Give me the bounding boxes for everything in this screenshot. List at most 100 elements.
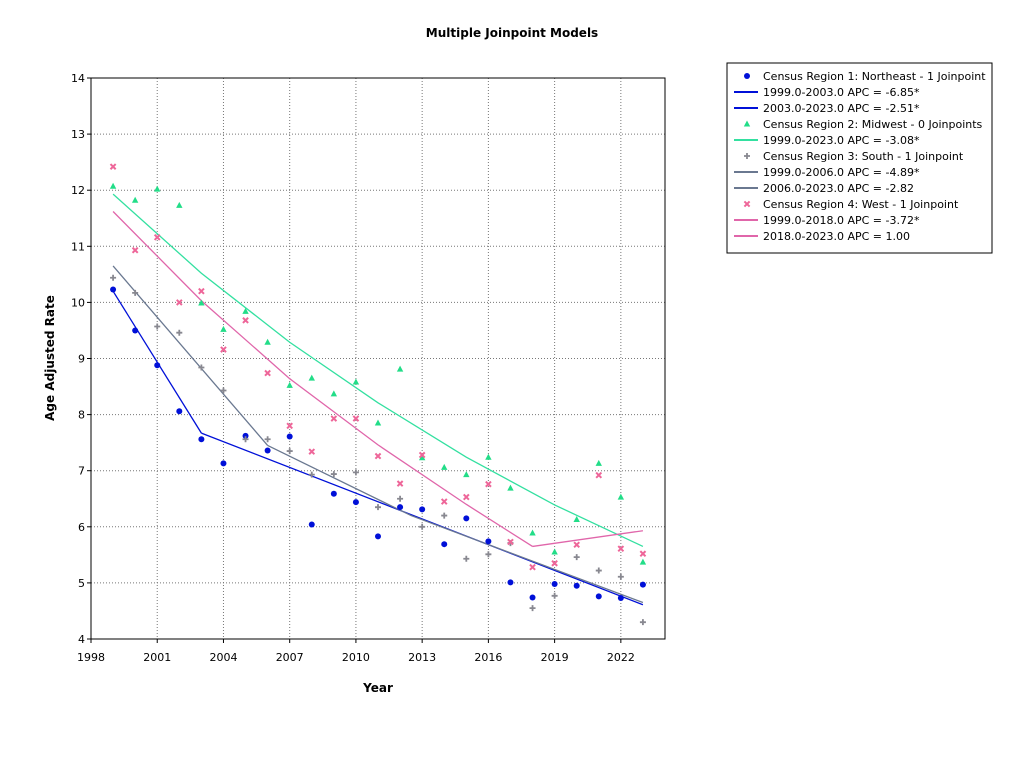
data-point-series-4 — [374, 452, 382, 460]
data-point-series-4 — [330, 415, 338, 422]
data-point-series-2 — [374, 419, 382, 426]
data-point-series-4 — [153, 234, 161, 241]
y-tick-label: 5 — [78, 577, 85, 590]
legend-fit-label: 1999.0-2006.0 APC = -4.89* — [763, 166, 920, 179]
data-point-series-1 — [573, 582, 580, 589]
x-tick-label: 2022 — [607, 651, 635, 664]
x-tick-label: 2001 — [143, 651, 171, 664]
data-point-series-3 — [154, 323, 161, 330]
data-point-series-4 — [617, 545, 625, 552]
legend-box — [726, 62, 993, 254]
grid — [91, 78, 665, 639]
data-point-series-1 — [352, 499, 359, 506]
data-point-series-1 — [463, 515, 470, 522]
data-point-series-2 — [551, 548, 558, 555]
data-point-series-1 — [617, 595, 624, 602]
data-point-series-2 — [507, 484, 514, 491]
data-point-series-2 — [573, 516, 580, 523]
data-point-series-3 — [551, 592, 558, 599]
data-point-series-2 — [264, 338, 271, 345]
legend-series-label: Census Region 3: South - 1 Joinpoint — [763, 150, 964, 163]
data-point-series-1 — [507, 579, 514, 586]
data-point-series-1 — [132, 327, 139, 334]
data-point-series-2 — [286, 381, 293, 388]
data-point-series-3 — [485, 551, 492, 558]
data-point-series-1 — [154, 362, 161, 369]
x-tick-label: 2016 — [474, 651, 502, 664]
data-point-series-1 — [595, 593, 602, 600]
data-point-series-4 — [595, 471, 603, 479]
data-point-series-1 — [639, 581, 646, 588]
data-point-series-2 — [441, 463, 448, 470]
data-points — [109, 163, 647, 626]
fit-line-series-1 — [201, 432, 644, 606]
data-point-series-3 — [352, 469, 359, 476]
data-point-series-2 — [330, 390, 338, 397]
y-tick-label: 7 — [78, 465, 85, 478]
fit-line-series-3 — [267, 444, 644, 604]
data-point-series-4 — [198, 287, 205, 295]
data-point-series-3 — [595, 567, 602, 574]
fit-line-series-4 — [532, 530, 644, 548]
data-point-series-4 — [418, 451, 426, 459]
data-point-series-3 — [198, 364, 205, 371]
data-point-series-4 — [264, 369, 271, 377]
legend: Census Region 1: Northeast - 1 Joinpoint… — [726, 62, 993, 254]
data-point-series-3 — [419, 523, 426, 530]
data-point-series-1 — [264, 447, 271, 454]
data-point-series-4 — [485, 480, 492, 488]
data-point-series-3 — [330, 471, 337, 478]
data-point-series-4 — [220, 346, 227, 353]
data-point-series-2 — [176, 201, 183, 208]
x-tick-label: 2010 — [342, 651, 370, 664]
data-point-series-2 — [529, 529, 536, 536]
data-point-series-2 — [220, 325, 227, 332]
data-point-series-1 — [242, 432, 249, 439]
data-point-series-3 — [441, 512, 448, 519]
data-point-series-2 — [352, 378, 360, 385]
data-point-series-3 — [375, 504, 381, 511]
fit-line-series-3 — [112, 265, 269, 446]
data-point-series-3 — [242, 436, 249, 443]
legend-marker-series-1 — [744, 73, 750, 79]
data-point-series-3 — [639, 619, 646, 626]
data-point-series-3 — [397, 495, 404, 502]
data-point-series-2 — [396, 365, 404, 372]
data-point-series-1 — [198, 436, 205, 443]
y-tick-label: 9 — [78, 353, 85, 366]
data-point-series-2 — [418, 454, 426, 461]
data-point-series-2 — [109, 182, 117, 189]
data-point-series-3 — [463, 555, 470, 562]
fit-line-series-1 — [112, 290, 202, 434]
data-point-series-3 — [220, 387, 227, 394]
legend-marker-series-2 — [743, 120, 751, 127]
legend-fit-label: 1999.0-2023.0 APC = -3.08* — [763, 134, 920, 147]
legend-series-label: Census Region 4: West - 1 Joinpoint — [763, 198, 959, 211]
data-point-series-1 — [176, 408, 183, 415]
x-tick-label: 2007 — [276, 651, 304, 664]
data-point-series-3 — [264, 436, 271, 443]
y-tick-label: 4 — [78, 633, 85, 646]
data-point-series-1 — [441, 541, 448, 548]
data-point-series-3 — [132, 289, 139, 296]
data-point-series-3 — [573, 554, 580, 561]
data-point-series-2 — [154, 185, 161, 192]
chart-title: Multiple Joinpoint Models — [426, 26, 598, 40]
data-point-series-4 — [242, 317, 249, 324]
data-point-series-4 — [529, 563, 536, 571]
data-point-series-1 — [286, 433, 293, 440]
data-point-series-1 — [551, 581, 558, 588]
y-tick-label: 14 — [71, 72, 85, 85]
data-point-series-3 — [529, 605, 536, 612]
legend-fit-label: 2006.0-2023.0 APC = -2.82 — [763, 182, 914, 195]
data-point-series-3 — [308, 471, 315, 478]
fit-line-series-2 — [112, 193, 644, 548]
legend-fit-label: 1999.0-2003.0 APC = -6.85* — [763, 86, 920, 99]
data-point-series-2 — [198, 299, 205, 306]
y-tick-label: 12 — [71, 184, 85, 197]
data-point-series-1 — [308, 521, 315, 528]
axis-ticks: 1998 2001 2004 2007 2010 2013 2016 2019 2022 4 5 6 7… — [71, 72, 635, 664]
data-point-series-4 — [308, 448, 316, 455]
fit-line-series-4 — [112, 211, 533, 547]
